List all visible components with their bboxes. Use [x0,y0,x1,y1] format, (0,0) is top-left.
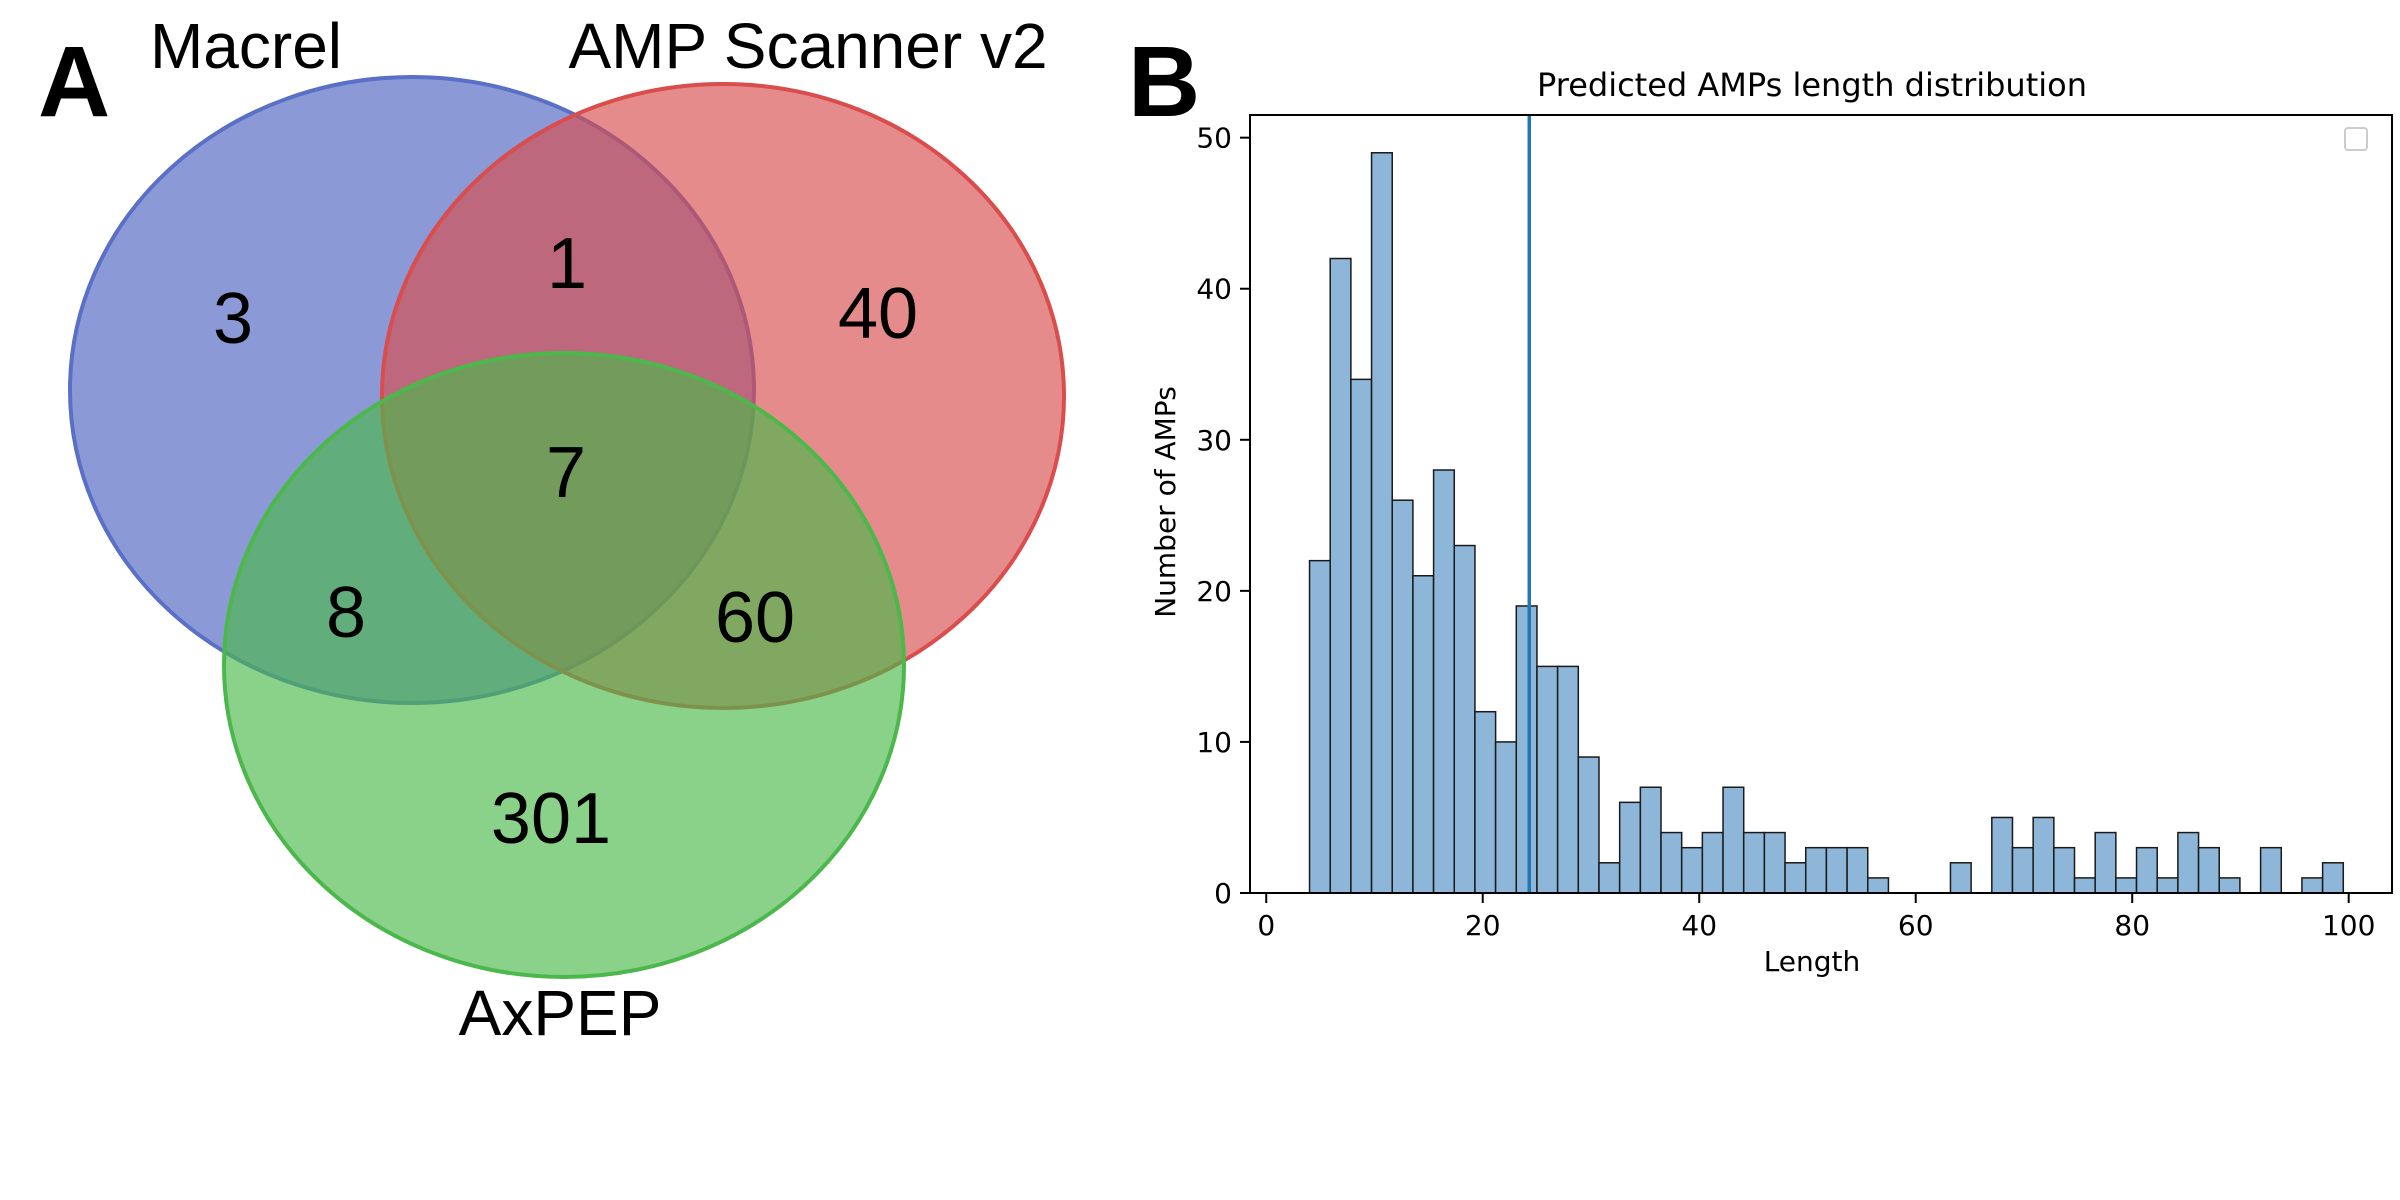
x-tick-label: 60 [1898,909,1934,942]
histogram-bar [1825,846,1848,894]
histogram-bar [1494,741,1518,894]
histogram-bar [1618,801,1642,894]
histogram-bar [2259,846,2283,894]
plot-frame [1249,114,2393,894]
histogram-bar [1598,862,1621,894]
chart-title: Predicted AMPs length distribution [1537,66,2087,104]
histogram-bar [1784,862,1807,894]
histogram-bar [1680,846,1704,894]
histogram-bar [1639,786,1662,894]
histogram-bar [2032,816,2055,894]
histogram-bar [2321,862,2345,894]
histogram-bar [1453,544,1476,894]
histogram-bar [1515,605,1538,894]
axis-ticks: 0 20 40 60 80 100 0 10 20 30 40 50 [1196,122,2375,942]
histogram-bar [1329,257,1352,894]
x-tick-label: 40 [1681,909,1717,942]
histogram-bar [2135,846,2158,894]
histogram-bar [1763,831,1786,894]
histogram-bar [1308,559,1331,894]
y-tick-label: 40 [1196,273,1232,306]
histogram-bar [1949,862,1972,894]
y-tick-label: 10 [1196,726,1232,759]
region-count-macrel-only: 3 [213,279,253,359]
histogram-bar [2094,831,2117,894]
x-tick-label: 20 [1465,909,1501,942]
region-count-macrel-axpep: 8 [326,573,366,653]
region-count-scanner-only: 40 [838,274,918,354]
panel-a-letter: A [38,26,110,138]
histogram-bar [2073,877,2096,894]
set-label-amp-scanner-v2: AMP Scanner v2 [568,10,1047,82]
histogram-bar [1991,816,2014,894]
histogram-bar [2218,877,2241,894]
histogram-bar [2197,846,2220,894]
histogram-bar [1846,846,1869,894]
histogram-bar [1660,831,1683,894]
panel-b-letter: B [1128,26,1200,138]
histogram-bar [2115,877,2138,894]
x-tick-label: 80 [2114,909,2150,942]
histogram-bar [1556,665,1580,894]
histogram-bar [1391,499,1414,894]
histogram-bar [1722,786,1745,894]
y-tick-label: 20 [1196,575,1232,608]
set-label-macrel: Macrel [150,10,342,82]
histogram-bar [1701,831,1724,894]
x-axis-label: Length [1764,945,1861,978]
histogram-bar [1370,152,1393,894]
histogram-bar [1474,710,1497,894]
y-tick-label: 50 [1196,122,1232,155]
histogram-bar [1350,378,1373,894]
y-tick-label: 0 [1214,877,1232,910]
histogram-bar [1804,846,1828,894]
y-axis-label: Number of AMPs [1149,386,1182,618]
x-tick-label: 100 [2322,909,2375,942]
histogram-bar [2301,877,2324,894]
histogram-bar [2011,846,2034,894]
empty-legend-box [2344,127,2368,151]
histogram-bar [2177,831,2200,894]
histogram-bar [1412,575,1435,894]
histogram-panel: B Predicted AMPs length distribution Len… [1128,26,2393,978]
region-count-all-three: 7 [546,433,586,513]
histogram-bars [1308,152,2345,894]
region-count-scanner-axpep: 60 [715,578,795,658]
set-label-axpep: AxPEP [459,977,662,1049]
x-tick-label: 0 [1257,909,1275,942]
region-count-macrel-scanner: 1 [547,224,587,304]
histogram-bar [1432,469,1456,894]
histogram-bar [1536,665,1559,894]
histogram-bar [1577,756,1600,894]
histogram-bar [1742,831,1766,894]
venn-panel: A Macrel AMP Scanner v2 AxPEP 3 40 301 1… [38,10,1066,1049]
histogram-bar [2053,846,2076,894]
histogram-bar [1867,877,1890,894]
histogram-bar [2156,877,2179,894]
y-tick-label: 30 [1196,424,1232,457]
venn-circle-axpep [222,351,906,979]
region-count-axpep-only: 301 [491,779,611,859]
